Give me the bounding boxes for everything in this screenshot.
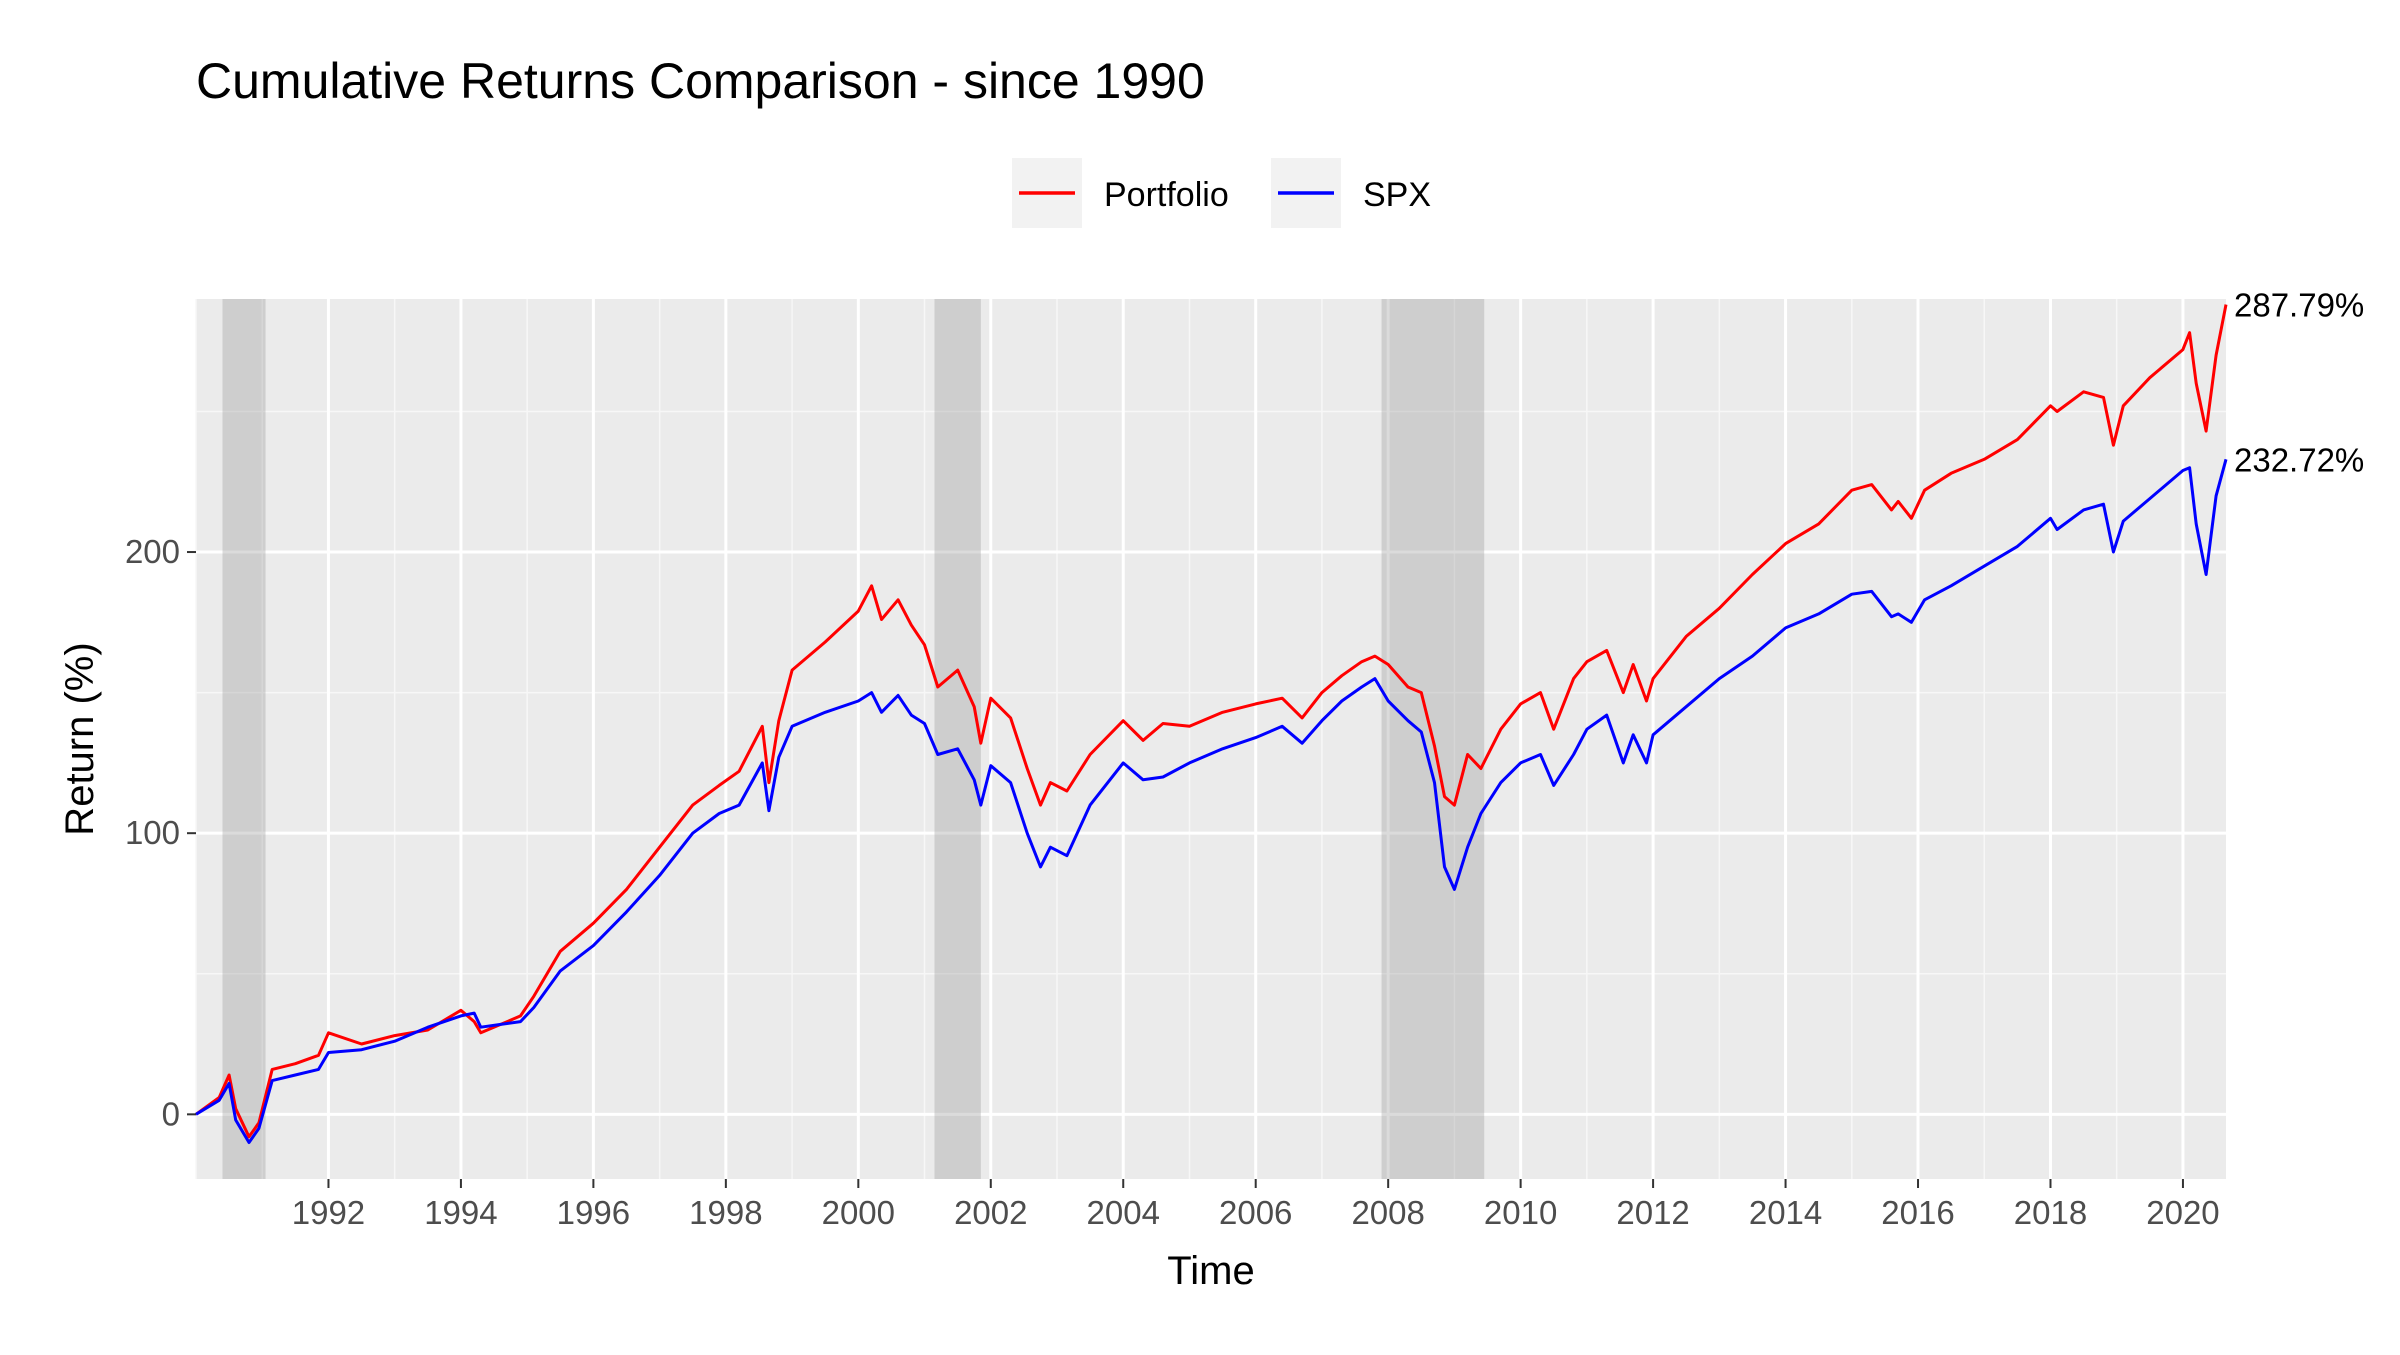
plot-panel [196, 299, 2226, 1179]
x-tick-label: 2016 [1881, 1194, 1954, 1231]
end-labels: 287.79% 232.72% [2234, 287, 2364, 479]
recession-band [934, 299, 981, 1179]
x-tick-label: 2012 [1616, 1194, 1689, 1231]
recession-bands [222, 299, 1485, 1179]
x-tick-label: 1992 [292, 1194, 365, 1231]
y-tick-label: 200 [125, 533, 180, 570]
end-label-portfolio: 287.79% [2234, 287, 2364, 324]
series-line-portfolio [195, 304, 2228, 1139]
x-tick-label: 2004 [1087, 1194, 1160, 1231]
x-tick-label: 2008 [1351, 1194, 1424, 1231]
x-tick-label: 2018 [2014, 1194, 2087, 1231]
series-line-spx [195, 458, 2228, 1144]
x-axis-title: Time [1167, 1249, 1254, 1293]
legend-label-portfolio: Portfolio [1104, 176, 1229, 214]
x-tick-label: 2010 [1484, 1194, 1557, 1231]
series-layer [195, 304, 2228, 1144]
x-axis: 1992 1994 1996 1998 2000 2002 2004 2006 2008 2010… [292, 1179, 2220, 1231]
x-tick-label: 2002 [954, 1194, 1027, 1231]
x-tick-label: 1996 [557, 1194, 630, 1231]
x-tick-label: 2006 [1219, 1194, 1292, 1231]
y-axis: 0 100 200 [125, 533, 196, 1132]
end-label-spx: 232.72% [2234, 441, 2364, 478]
y-tick-label: 100 [125, 814, 180, 851]
x-tick-label: 2020 [2146, 1194, 2219, 1231]
x-tick-label: 1998 [689, 1194, 762, 1231]
legend-label-spx: SPX [1363, 176, 1431, 214]
y-tick-label: 0 [162, 1095, 180, 1132]
x-tick-label: 2014 [1749, 1194, 1822, 1231]
y-axis-title: Return (%) [58, 642, 102, 835]
chart-title: Cumulative Returns Comparison - since 19… [196, 53, 1205, 109]
legend: Portfolio SPX [1012, 158, 1431, 228]
recession-band [222, 299, 266, 1179]
x-tick-label: 1994 [424, 1194, 497, 1231]
x-tick-label: 2000 [822, 1194, 895, 1231]
